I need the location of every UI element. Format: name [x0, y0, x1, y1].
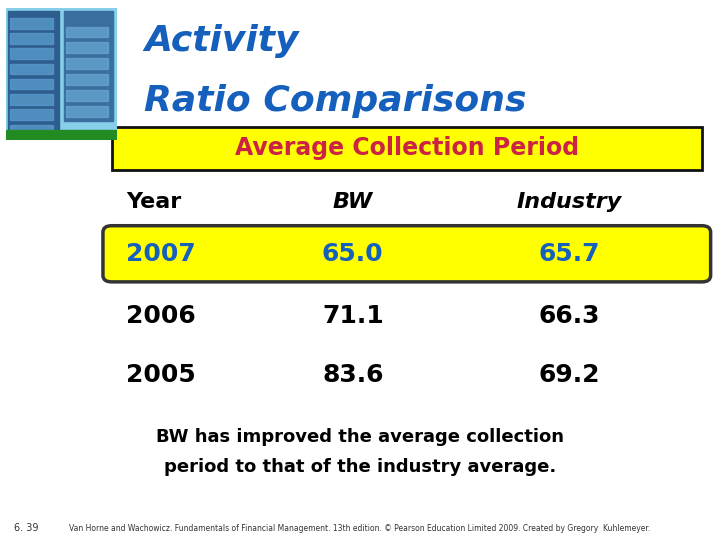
Bar: [10, 49, 53, 59]
Text: 66.3: 66.3: [538, 304, 600, 328]
Text: Average Collection Period: Average Collection Period: [235, 137, 579, 160]
Bar: [10, 125, 53, 135]
Bar: [66, 26, 109, 37]
FancyBboxPatch shape: [112, 127, 702, 170]
Bar: [66, 74, 109, 85]
Text: Ratio Comparisons: Ratio Comparisons: [144, 84, 526, 118]
Text: 71.1: 71.1: [322, 304, 384, 328]
Bar: [6, 130, 117, 140]
Bar: [10, 94, 53, 105]
Bar: [66, 58, 109, 69]
Text: 69.2: 69.2: [538, 363, 600, 387]
Text: Van Horne and Wachowicz. Fundamentals of Financial Management. 13th edition. © P: Van Horne and Wachowicz. Fundamentals of…: [69, 524, 651, 532]
Bar: [10, 79, 53, 90]
Text: 83.6: 83.6: [322, 363, 384, 387]
FancyBboxPatch shape: [103, 226, 711, 282]
Text: Year: Year: [126, 192, 181, 213]
Text: 65.0: 65.0: [322, 242, 384, 266]
Bar: [10, 18, 53, 29]
Bar: [66, 43, 109, 53]
Text: Industry: Industry: [516, 192, 621, 213]
Text: 2006: 2006: [126, 304, 196, 328]
Text: 65.7: 65.7: [538, 242, 600, 266]
Text: 2007: 2007: [126, 242, 196, 266]
Bar: [66, 106, 109, 117]
Bar: [10, 109, 53, 120]
Text: 2005: 2005: [126, 363, 196, 387]
Bar: [64, 11, 113, 120]
Text: BW: BW: [333, 192, 373, 213]
Text: BW has improved the average collection: BW has improved the average collection: [156, 428, 564, 447]
Bar: [10, 64, 53, 74]
Text: period to that of the industry average.: period to that of the industry average.: [164, 458, 556, 476]
Bar: [66, 90, 109, 100]
Bar: [10, 33, 53, 44]
Bar: [8, 11, 59, 138]
Text: 6. 39: 6. 39: [14, 523, 39, 533]
Text: Activity: Activity: [144, 24, 299, 58]
